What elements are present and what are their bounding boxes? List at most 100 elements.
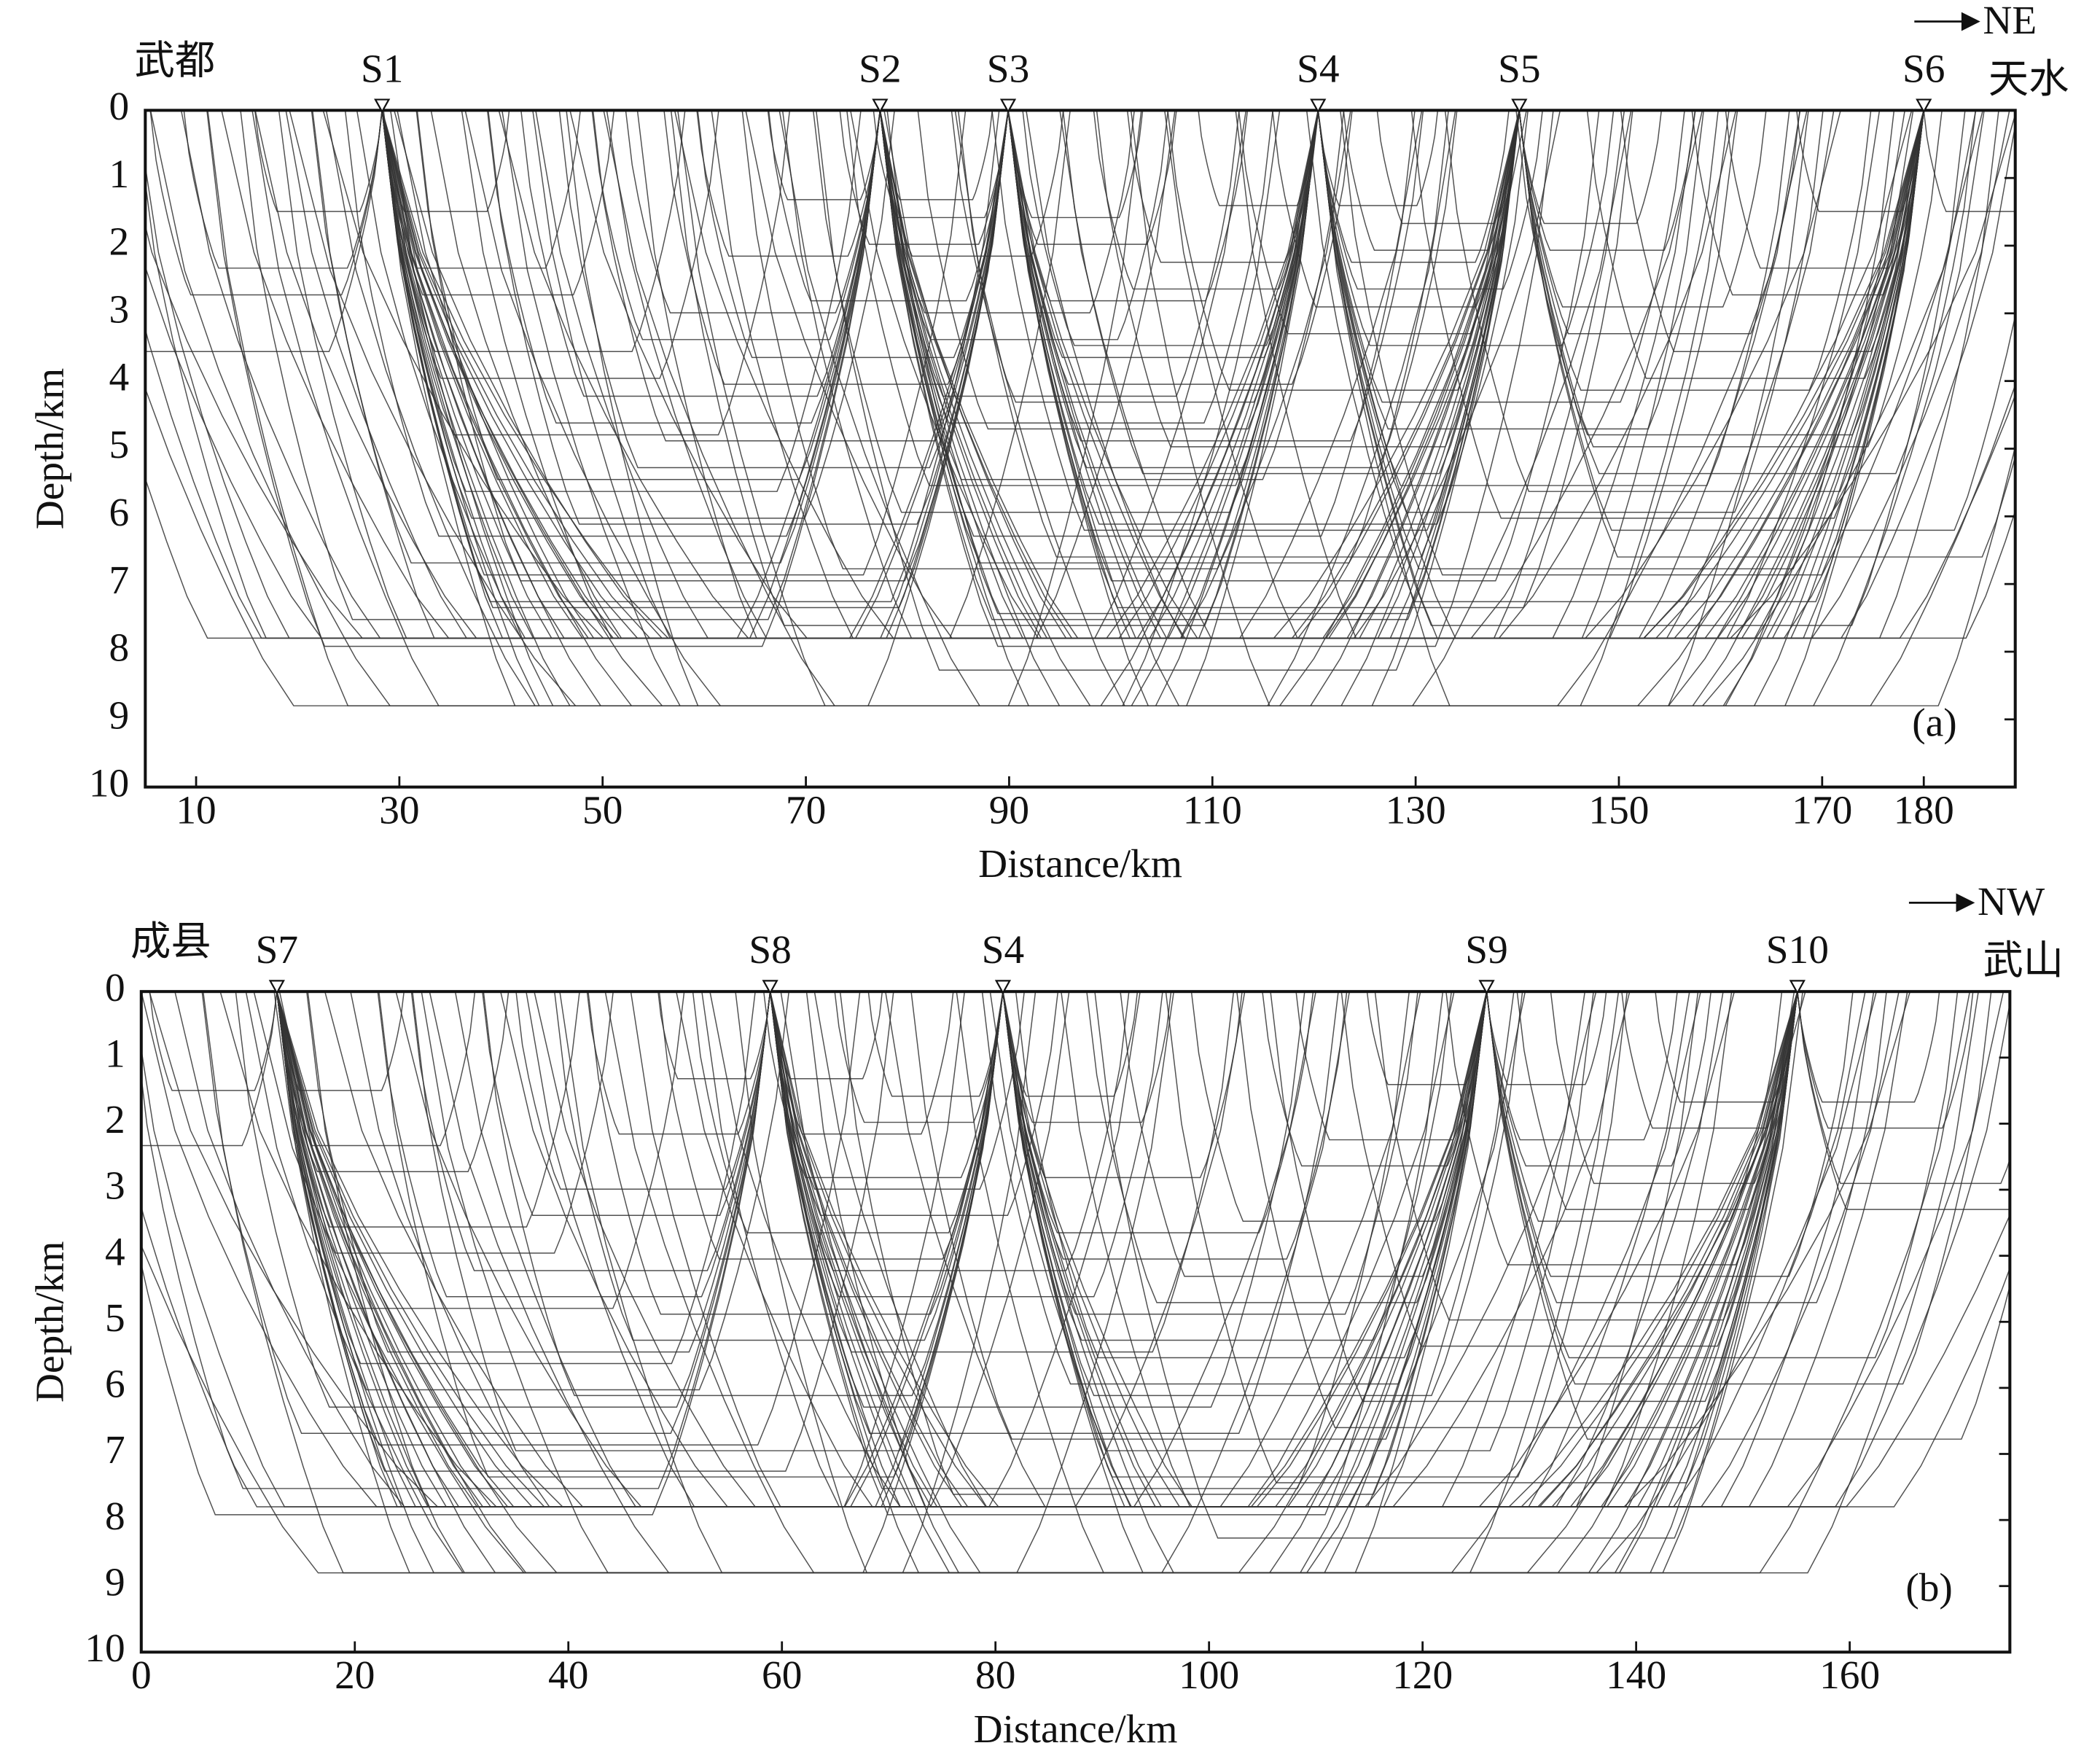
ray: [412, 991, 1004, 1451]
ray: [183, 110, 383, 269]
ray: [276, 991, 1806, 1508]
ray: [586, 991, 771, 1135]
ray: [769, 991, 1620, 1574]
ray: [276, 991, 789, 1391]
station: [1310, 98, 1327, 114]
ray: [488, 110, 1009, 525]
ray: [141, 991, 771, 1516]
ray: [1007, 110, 1633, 609]
ray: [1007, 110, 1881, 639]
station: [374, 98, 391, 114]
ray: [885, 991, 1798, 1508]
y-tick-label: 9: [105, 1559, 125, 1604]
station-label: S1: [361, 46, 403, 90]
x-tick-label: 90: [989, 787, 1029, 832]
panel-label: (a): [1912, 700, 1956, 744]
ray: [1317, 110, 2015, 706]
station: [1916, 98, 1932, 114]
ray: [879, 110, 994, 200]
y-tick-label: 0: [109, 84, 129, 128]
ray: [276, 991, 966, 1508]
ray: [1518, 110, 1977, 475]
arrow-head: [1961, 12, 1980, 31]
ray: [201, 991, 771, 1435]
x-tick-label: 70: [786, 787, 826, 832]
ray: [769, 991, 1900, 1508]
y-tick-label: 10: [89, 760, 129, 805]
ray: [1586, 110, 1924, 379]
ray: [149, 991, 278, 1091]
ray: [1317, 110, 1966, 626]
ray: [276, 991, 756, 1365]
ray: [1198, 110, 1319, 206]
x-tick-label: 140: [1606, 1653, 1666, 1697]
station-label: S4: [1297, 46, 1339, 90]
place-right: 武山: [1983, 938, 2064, 983]
ray: [1797, 991, 1974, 1129]
y-tick-label: 5: [109, 422, 129, 467]
ray: [149, 991, 1798, 1508]
ray: [276, 991, 1597, 1508]
ray: [276, 991, 580, 1228]
ray: [886, 110, 1520, 615]
ray: [306, 991, 771, 1353]
ray: [276, 991, 1455, 1508]
y-tick-label: 2: [109, 219, 129, 264]
ray: [815, 110, 1520, 671]
ray: [839, 991, 1488, 1495]
ray: [1262, 991, 1488, 1167]
ray: [311, 110, 881, 563]
ray: [879, 110, 1521, 620]
ray: [1374, 991, 1798, 1321]
ray: [1270, 991, 1798, 1403]
station: [999, 98, 1017, 114]
ray: [879, 110, 1240, 397]
ray: [145, 110, 881, 639]
ray: [381, 110, 686, 352]
ray: [1518, 110, 2015, 531]
ray: [768, 110, 1009, 302]
y-tick-label: 1: [105, 1032, 125, 1076]
ray: [1007, 110, 1529, 525]
ray: [1007, 110, 1249, 302]
ray: [1797, 991, 2010, 1210]
ray: [1317, 110, 1510, 263]
x-tick-label: 160: [1819, 1653, 1880, 1697]
ray: [276, 991, 894, 1472]
ray: [381, 110, 615, 296]
ray: [381, 110, 1142, 706]
ray: [769, 991, 2010, 1508]
ray: [1518, 110, 1872, 391]
ray: [141, 991, 278, 1147]
ray: [1486, 991, 1992, 1385]
ray: [769, 991, 1724, 1508]
station: [994, 980, 1012, 995]
ray: [867, 991, 1004, 1097]
ray: [692, 991, 1004, 1233]
ray: [1002, 991, 1348, 1260]
y-tick-label: 4: [109, 354, 129, 399]
ray: [769, 991, 1025, 1190]
ray: [769, 991, 1059, 1217]
x-tick-label: 100: [1179, 1653, 1239, 1697]
ray: [1190, 991, 1488, 1222]
x-tick-label: 120: [1392, 1653, 1453, 1697]
ray: [1518, 110, 1800, 335]
ray: [1002, 991, 2010, 1508]
y-tick-label: 8: [109, 625, 129, 670]
ray: [1444, 110, 1924, 492]
ray: [769, 991, 1410, 1489]
y-tick-label: 1: [109, 152, 129, 196]
ray: [1317, 110, 1439, 206]
ray: [1015, 991, 1488, 1359]
ray: [1002, 991, 1418, 1315]
ray: [381, 110, 895, 519]
x-tick-label: 80: [975, 1653, 1015, 1697]
ray: [1002, 991, 1139, 1097]
ray: [834, 991, 1004, 1123]
station: [268, 980, 285, 995]
ray: [558, 110, 1009, 469]
ray: [1272, 110, 1520, 308]
ray: [145, 110, 1319, 639]
ray: [276, 991, 614, 1254]
